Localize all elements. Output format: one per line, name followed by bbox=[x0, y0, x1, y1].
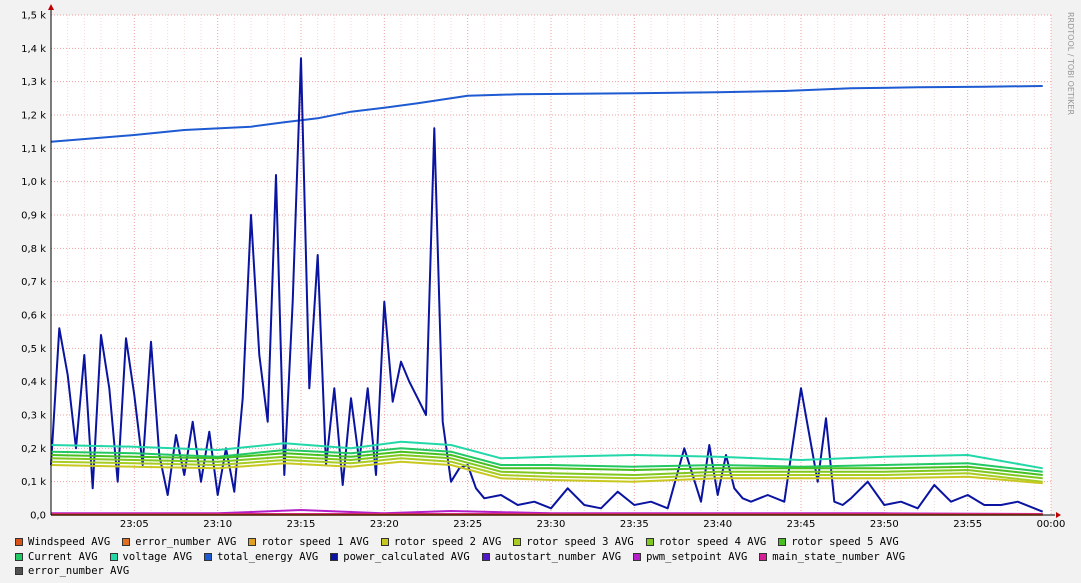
series-line-power-calculated-avg bbox=[50, 57, 1044, 513]
y-axis-ticks: 0,0 0,1 k 0,2 k 0,3 k 0,4 k 0,5 k 0,6 k 0,7 k 0,… bbox=[21, 11, 46, 522]
legend-item: rotor speed 2 AVG bbox=[380, 535, 502, 550]
legend-swatch bbox=[15, 552, 23, 561]
y-tick-label: 0,3 k bbox=[21, 411, 46, 422]
legend-row: error_number AVG bbox=[15, 564, 1075, 579]
x-tick-label: 23:25 bbox=[453, 519, 482, 530]
y-tick-label: 1,5 k bbox=[21, 11, 46, 22]
legend-item: total_energy AVG bbox=[204, 550, 318, 565]
y-tick-label: 0,5 k bbox=[21, 344, 46, 355]
y-tick-label: 0,9 k bbox=[21, 211, 46, 222]
x-tick-label: 23:15 bbox=[287, 519, 316, 530]
y-tick-label: 1,0 k bbox=[21, 177, 46, 188]
x-tick-label: 23:05 bbox=[120, 519, 149, 530]
legend-label: error_number AVG bbox=[135, 536, 237, 548]
legend-label: Current AVG bbox=[28, 550, 98, 563]
y-tick-label: 0,2 k bbox=[21, 444, 46, 455]
watermark: RRDTOOL / TOBI OETIKER bbox=[1066, 12, 1075, 115]
legend-swatch bbox=[204, 552, 213, 561]
legend-swatch bbox=[778, 538, 787, 547]
legend-label: rotor speed 3 AVG bbox=[526, 536, 634, 548]
series-line-rotor-speed-4-avg bbox=[50, 454, 1043, 480]
legend-label: Windspeed AVG bbox=[28, 536, 111, 548]
legend-label: pwm_setpoint AVG bbox=[646, 550, 748, 563]
y-tick-label: 1,4 k bbox=[21, 44, 46, 55]
y-tick-label: 0,8 k bbox=[21, 244, 46, 255]
legend-item: rotor speed 1 AVG bbox=[248, 535, 369, 550]
legend-label: total_energy AVG bbox=[217, 550, 319, 563]
y-tick-label: 1,2 k bbox=[21, 111, 46, 122]
grid bbox=[51, 14, 1052, 515]
x-axis-arrow bbox=[1056, 512, 1061, 518]
x-tick-label: 00:00 bbox=[1037, 519, 1066, 530]
chart-svg: 0,0 0,1 k 0,2 k 0,3 k 0,4 k 0,5 k 0,6 k 0,7 k 0,… bbox=[21, 4, 1075, 530]
y-tick-label: 0,6 k bbox=[21, 311, 46, 322]
series-line-voltage-avg bbox=[50, 440, 1043, 470]
x-tick-label: 23:20 bbox=[370, 519, 399, 530]
legend-label: rotor speed 2 AVG bbox=[393, 536, 502, 548]
legend-label: rotor speed 5 AVG bbox=[791, 536, 899, 548]
legend-item: main_state_number AVG bbox=[759, 550, 905, 565]
legend-swatch bbox=[513, 538, 522, 547]
legend-swatch bbox=[109, 552, 118, 561]
legend-label: power_calculated AVG bbox=[343, 550, 470, 563]
y-tick-label: 0,7 k bbox=[21, 277, 46, 288]
series-line-total-energy-avg bbox=[50, 85, 1043, 143]
x-tick-label: 23:35 bbox=[620, 519, 649, 530]
legend: Windspeed AVG error_number AVG rotor speed… bbox=[15, 535, 1075, 579]
y-tick-label: 0,4 k bbox=[21, 377, 46, 388]
legend-swatch bbox=[759, 552, 768, 561]
legend-swatch bbox=[330, 552, 339, 561]
legend-swatch bbox=[633, 552, 642, 561]
y-tick-label: 0,1 k bbox=[21, 477, 46, 488]
legend-label: rotor speed 1 AVG bbox=[261, 536, 369, 548]
legend-swatch bbox=[15, 538, 23, 547]
y-tick-label: 1,3 k bbox=[21, 77, 46, 88]
legend-item: power_calculated AVG bbox=[330, 550, 470, 565]
legend-item: Current AVG bbox=[15, 550, 98, 565]
legend-swatch bbox=[645, 538, 654, 547]
x-tick-label: 23:55 bbox=[953, 519, 982, 530]
y-tick-label: 0,0 bbox=[30, 511, 46, 522]
series-line-rotor-speed-5-avg bbox=[50, 450, 1043, 476]
legend-item: autostart_number AVG bbox=[481, 550, 622, 565]
x-tick-label: 23:30 bbox=[537, 519, 566, 530]
legend-item: rotor speed 3 AVG bbox=[513, 535, 634, 550]
legend-swatch bbox=[248, 538, 257, 547]
legend-item: error_number AVG bbox=[15, 564, 129, 579]
legend-label: error_number AVG bbox=[28, 565, 130, 577]
legend-item: rotor speed 5 AVG bbox=[778, 535, 899, 550]
legend-label: main_state_number AVG bbox=[772, 550, 906, 563]
legend-item: rotor speed 4 AVG bbox=[645, 535, 767, 550]
legend-item: voltage AVG bbox=[109, 550, 193, 565]
x-tick-label: 23:50 bbox=[870, 519, 899, 530]
series-line-rotor-speed-3-avg bbox=[50, 457, 1043, 483]
series-line-rotor-speed-2-avg bbox=[50, 460, 1043, 485]
legend-row: Windspeed AVG error_number AVG rotor speed… bbox=[15, 535, 1075, 550]
legend-label: rotor speed 4 AVG bbox=[658, 536, 767, 548]
x-tick-label: 23:10 bbox=[203, 519, 232, 530]
series-line-current-avg bbox=[50, 447, 1043, 473]
legend-item: Windspeed AVG bbox=[15, 535, 110, 550]
legend-row: Current AVG voltage AVG total_energy AVG po… bbox=[15, 550, 1075, 565]
legend-swatch bbox=[481, 552, 490, 561]
legend-swatch bbox=[15, 567, 23, 576]
legend-swatch bbox=[122, 538, 131, 547]
x-axis-ticks: 23:05 23:10 23:15 23:20 23:25 23:30 23:35 23:40… bbox=[120, 519, 1065, 530]
y-axis-arrow bbox=[48, 4, 54, 10]
x-tick-label: 23:45 bbox=[787, 519, 816, 530]
legend-label: autostart_number AVG bbox=[494, 550, 622, 563]
x-tick-label: 23:40 bbox=[703, 519, 732, 530]
y-tick-label: 1,1 k bbox=[21, 144, 46, 155]
legend-item: pwm_setpoint AVG bbox=[633, 550, 747, 565]
legend-label: voltage AVG bbox=[122, 550, 193, 563]
legend-item: error_number AVG bbox=[122, 535, 236, 550]
legend-swatch bbox=[380, 538, 389, 547]
